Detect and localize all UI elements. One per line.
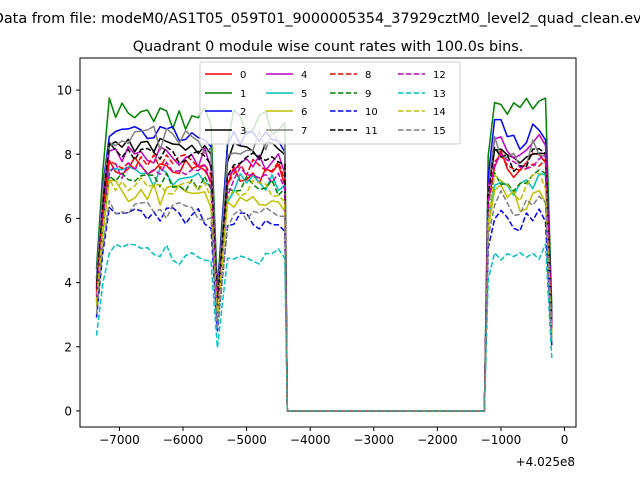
legend-label: 11 <box>365 126 378 137</box>
chart-title: Quadrant 0 module wise count rates with … <box>133 39 524 55</box>
axes-frame <box>79 57 577 428</box>
x-tick-label: −7000 <box>99 433 140 447</box>
x-tick-label: −2000 <box>417 433 458 447</box>
x-offset-label: +4.025e8 <box>516 455 575 469</box>
legend-label: 3 <box>240 126 246 137</box>
x-tick-label: −6000 <box>163 433 204 447</box>
x-tick-label: −3000 <box>353 433 394 447</box>
legend-label: 14 <box>433 107 446 118</box>
legend-label: 5 <box>301 89 307 100</box>
legend-label: 0 <box>240 70 246 81</box>
x-axis: −7000 −6000 −5000 −4000 −3000 −2000 −1000 0 <box>99 427 568 447</box>
legend-label: 7 <box>301 126 307 137</box>
y-axis: 0 2 4 6 8 10 <box>57 84 80 418</box>
x-tick-label: 0 <box>561 433 569 447</box>
legend-label: 8 <box>365 70 371 81</box>
legend-label: 2 <box>240 107 246 118</box>
legend-frame <box>199 61 461 145</box>
legend-label: 6 <box>301 107 307 118</box>
y-tick-label: 0 <box>64 404 72 418</box>
x-tick-label: −5000 <box>226 433 267 447</box>
y-tick-label: 6 <box>64 212 72 226</box>
series-line-15 <box>95 190 553 412</box>
y-tick-label: 10 <box>57 84 72 98</box>
legend-label: 9 <box>365 89 371 100</box>
legend-label: 4 <box>301 70 307 81</box>
legend-label: 12 <box>433 70 446 81</box>
figure-suptitle: Data from file: modeM0/AS1T05_059T01_900… <box>0 11 640 27</box>
x-tick-label: −4000 <box>290 433 331 447</box>
legend-label: 13 <box>433 89 446 100</box>
y-tick-label: 8 <box>64 148 72 162</box>
legend-label: 1 <box>240 89 246 100</box>
y-tick-label: 2 <box>64 340 72 354</box>
legend-label: 15 <box>433 126 446 137</box>
series-layer <box>95 97 553 412</box>
x-tick-label: −1000 <box>481 433 522 447</box>
y-tick-label: 4 <box>64 276 72 290</box>
legend-label: 10 <box>365 107 378 118</box>
